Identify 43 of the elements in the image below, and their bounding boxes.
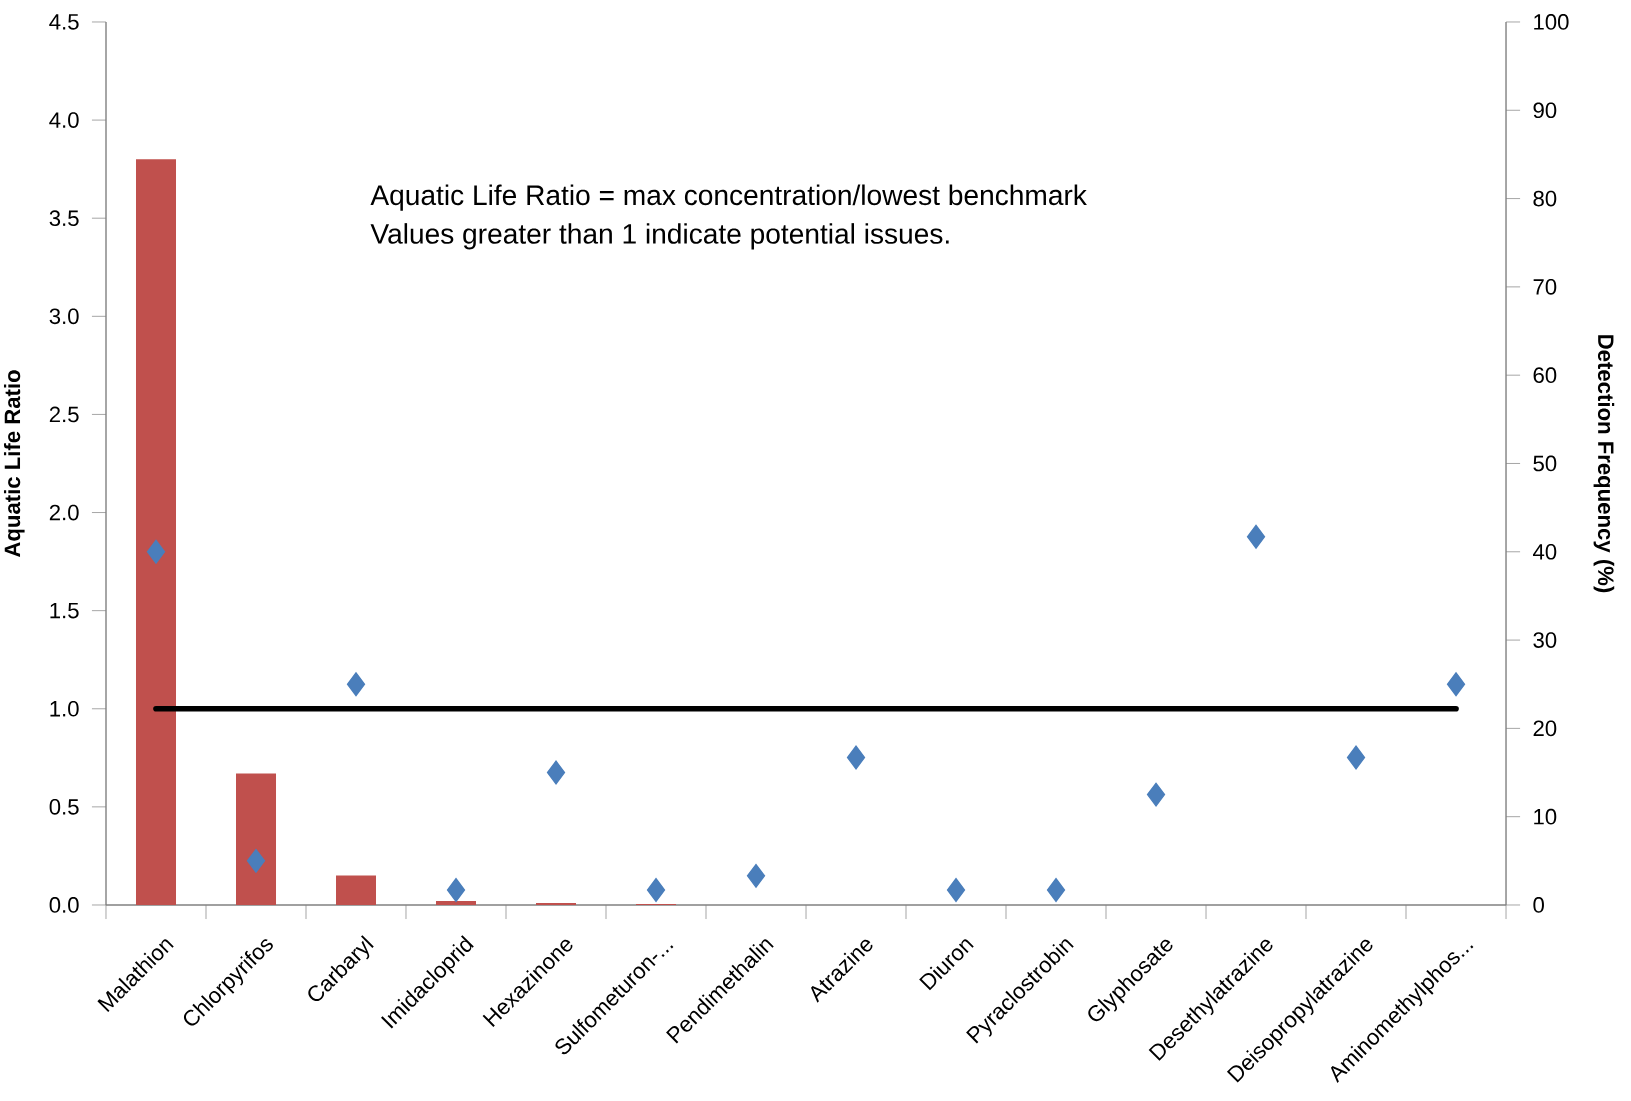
y-tick-label: 0.5 (49, 799, 79, 815)
y2-tick-label: 10 (1534, 808, 1557, 825)
point (146, 539, 166, 564)
point (1346, 745, 1366, 770)
y-tick-label: 3.5 (49, 210, 79, 227)
y-tick-label: 4.5 (49, 14, 79, 30)
annotation: Aquatic Life Ratio = max concentration/lowest benchmark (370, 184, 1087, 211)
point (446, 878, 466, 902)
point (1046, 878, 1066, 902)
y2-tick-label: 20 (1533, 720, 1557, 737)
point (1146, 782, 1166, 807)
bar (436, 901, 476, 905)
bar (236, 773, 277, 905)
y-axis-title: Aquatic Life Ratio (3, 370, 25, 558)
point (1446, 672, 1466, 697)
point (246, 848, 266, 873)
point (946, 878, 966, 902)
y2-axis-title: Detection Frequency (%) (1593, 335, 1615, 593)
y-tick-label: 2.5 (49, 406, 79, 423)
y-tick-label: 2.0 (49, 504, 79, 521)
y2-tick-label: 80 (1533, 190, 1557, 207)
y2-tick-label: 50 (1533, 455, 1557, 472)
point (346, 672, 366, 697)
y2-tick-label: 100 (1534, 14, 1569, 30)
y-tick-label: 1.5 (50, 602, 79, 619)
point (646, 878, 666, 902)
bar (336, 875, 376, 905)
y2-tick-label: 40 (1533, 543, 1557, 560)
annotation: Values greater than 1 indicate potential issues. (370, 223, 949, 250)
point (846, 745, 866, 770)
point (546, 760, 566, 785)
point (746, 863, 766, 888)
bar (136, 159, 176, 905)
y2-tick-label: 30 (1533, 632, 1557, 648)
y-tick-label: 1.0 (50, 700, 79, 717)
y2-tick-label: 70 (1533, 279, 1557, 295)
y2-tick-label: 90 (1533, 102, 1557, 119)
y-tick-label: 4.0 (49, 112, 79, 128)
point (1246, 524, 1266, 549)
y2-tick-label: 0 (1533, 897, 1544, 913)
y2-tick-label: 60 (1533, 367, 1557, 384)
y-tick-label: 0.0 (49, 897, 79, 913)
y-tick-label: 3.0 (49, 308, 79, 325)
